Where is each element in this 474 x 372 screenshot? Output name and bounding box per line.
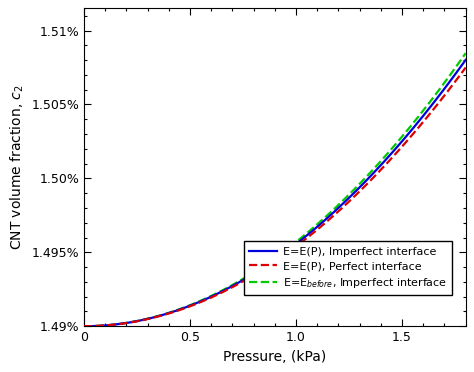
E=E(P), Imperfect interface [265,262,271,267]
Line: E=E(P), Perfect interface: E=E(P), Perfect interface [84,68,465,326]
E=E$_{before}$, Imperfect interface [288,244,293,248]
Line: E=E$_{before}$, Imperfect interface: E=E$_{before}$, Imperfect interface [84,53,465,326]
E=E(P), Imperfect interface [394,145,400,150]
E=E(P), Perfect interface [263,266,268,270]
E=E$_{before}$, Imperfect interface [263,262,268,267]
X-axis label: Pressure, (kPa): Pressure, (kPa) [223,350,327,364]
E=E(P), Perfect interface [265,264,271,269]
E=E(P), Perfect interface [463,65,468,70]
E=E(P), Imperfect interface [308,230,314,234]
E=E$_{before}$, Imperfect interface [81,324,87,328]
E=E(P), Imperfect interface [463,58,468,62]
E=E$_{before}$, Imperfect interface [463,51,468,55]
Y-axis label: CNT volume fraction, $c_2$: CNT volume fraction, $c_2$ [9,84,26,250]
E=E(P), Perfect interface [288,248,293,253]
E=E(P), Imperfect interface [288,246,293,250]
E=E(P), Perfect interface [308,232,314,237]
E=E(P), Perfect interface [81,324,87,328]
E=E$_{before}$, Imperfect interface [265,261,271,265]
E=E(P), Imperfect interface [454,70,459,75]
Legend: E=E(P), Imperfect interface, E=E(P), Perfect interface, E=E$_{before}$, Imperfec: E=E(P), Imperfect interface, E=E(P), Per… [244,241,453,295]
E=E$_{before}$, Imperfect interface [394,141,400,145]
E=E(P), Imperfect interface [81,324,87,328]
E=E(P), Perfect interface [454,78,459,82]
E=E(P), Imperfect interface [263,264,268,268]
E=E(P), Perfect interface [394,150,400,155]
E=E$_{before}$, Imperfect interface [454,64,459,68]
Line: E=E(P), Imperfect interface: E=E(P), Imperfect interface [84,60,465,326]
E=E$_{before}$, Imperfect interface [308,227,314,232]
